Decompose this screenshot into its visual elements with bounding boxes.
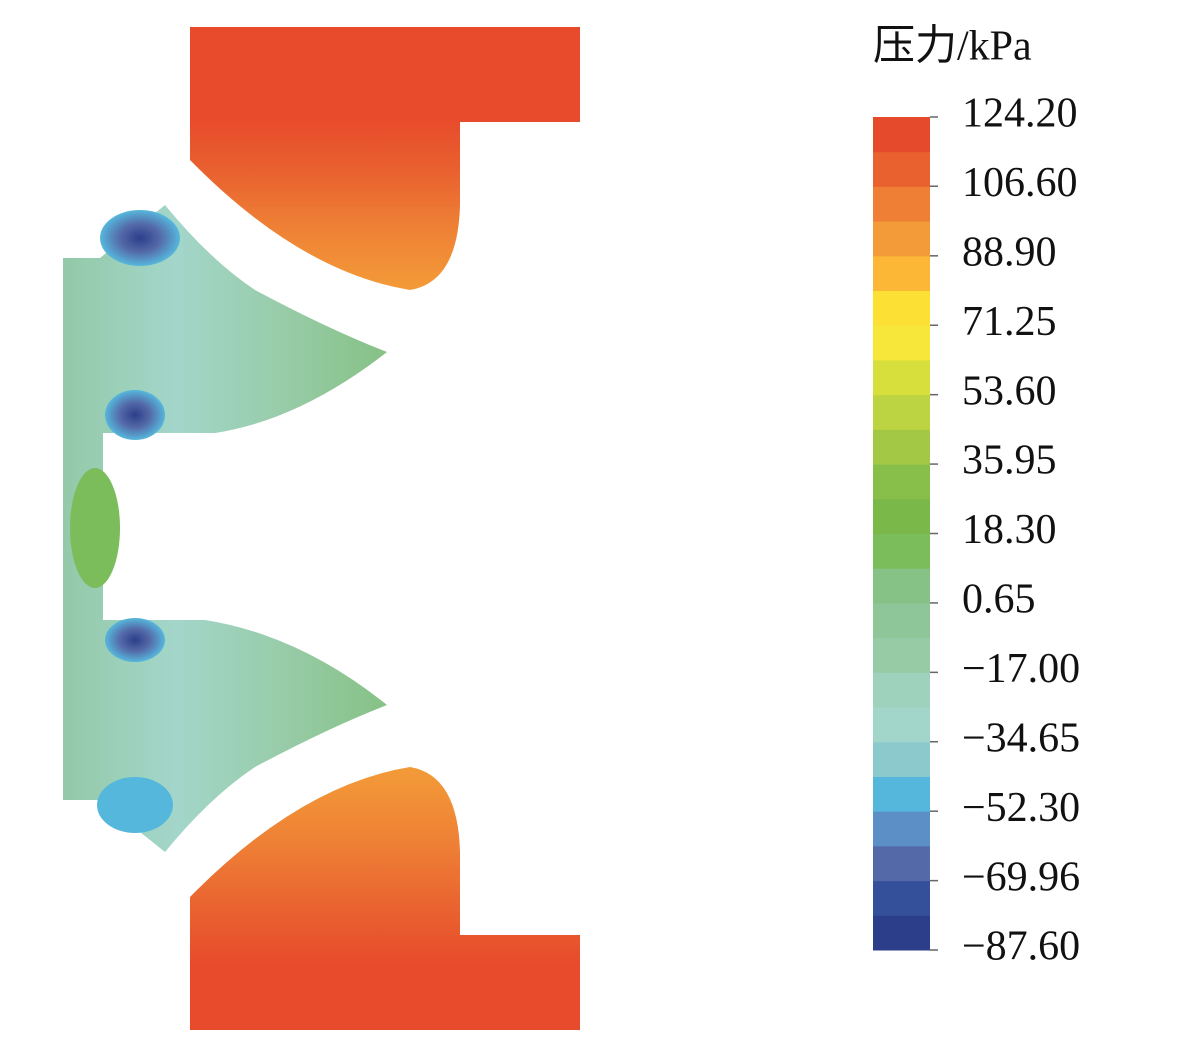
color-band xyxy=(873,325,930,361)
tick-label: 88.90 xyxy=(962,229,1057,275)
color-band xyxy=(873,498,930,534)
low-pressure xyxy=(105,390,165,440)
color-band xyxy=(873,776,930,812)
tick-label: −17.00 xyxy=(962,646,1080,692)
color-band xyxy=(873,290,930,326)
mid-green xyxy=(70,468,120,588)
color-band xyxy=(873,429,930,465)
tick-label: −52.30 xyxy=(962,785,1080,831)
color-band xyxy=(873,394,930,430)
outlet-top xyxy=(190,27,580,290)
tick-label: 71.25 xyxy=(962,299,1057,345)
impeller-region xyxy=(63,205,387,852)
color-band xyxy=(873,221,930,257)
color-band xyxy=(873,533,930,569)
color-band xyxy=(873,464,930,500)
color-band xyxy=(873,845,930,882)
tick-label: 35.95 xyxy=(962,438,1057,484)
color-band xyxy=(873,151,930,187)
contour-field xyxy=(63,27,580,1030)
tick-label: 124.20 xyxy=(962,91,1078,137)
outlet-bottom xyxy=(190,767,580,1030)
tick-label: 53.60 xyxy=(962,368,1057,414)
color-band xyxy=(873,568,930,604)
tick-label: −69.96 xyxy=(962,854,1080,900)
color-band xyxy=(873,186,930,222)
color-band xyxy=(873,811,930,847)
color-band xyxy=(873,602,930,639)
tick-label: 0.65 xyxy=(962,577,1036,623)
tick-label: −34.65 xyxy=(962,715,1080,761)
color-band xyxy=(873,707,930,743)
color-band xyxy=(873,359,930,396)
tick-label: 106.60 xyxy=(962,160,1078,206)
colorbar-title: 压力/kPa xyxy=(873,24,1032,70)
color-band xyxy=(873,741,930,777)
color-band xyxy=(873,880,930,916)
low-pressure xyxy=(97,777,173,833)
color-band xyxy=(873,255,930,292)
low-pressure xyxy=(100,210,180,266)
color-band xyxy=(873,915,930,951)
tick-label: −87.60 xyxy=(962,924,1080,970)
low-pressure xyxy=(105,618,165,662)
color-band xyxy=(873,117,930,153)
color-band xyxy=(873,637,930,673)
tick-label: 18.30 xyxy=(962,507,1057,553)
color-band xyxy=(873,672,930,708)
